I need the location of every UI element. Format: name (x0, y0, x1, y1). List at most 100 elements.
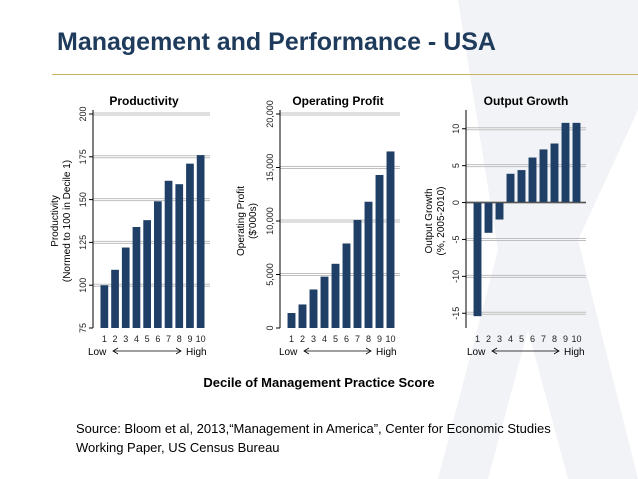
x-tick-label: 1 (289, 334, 294, 344)
x-tick-label: 5 (333, 334, 338, 344)
low-label: Low (279, 347, 298, 358)
arrow-left-icon (491, 347, 498, 355)
high-label: High (564, 347, 585, 358)
chart-productivity: Productivity 75 100 125 150 175 200 Productivit… (48, 88, 223, 360)
bar-decile-9 (561, 122, 570, 203)
bar-decile-6 (528, 157, 537, 203)
bar-decile-8 (364, 201, 373, 328)
y-tick-label: 20,000 (265, 100, 275, 128)
low-label: Low (467, 347, 486, 358)
x-tick-label: 4 (322, 334, 327, 344)
x-tick-label: 2 (300, 334, 305, 344)
x-tick-label: 7 (355, 334, 360, 344)
x-tick-label: 9 (187, 334, 192, 344)
bar-decile-10 (386, 151, 395, 328)
x-tick-label: 6 (344, 334, 349, 344)
bar-decile-4 (506, 173, 515, 203)
x-tick-label: 8 (366, 334, 371, 344)
y-tick-label: -15 (451, 307, 461, 320)
y-tick-label: 0 (265, 325, 275, 330)
y-axis-label: Output Growth (424, 188, 435, 253)
x-tick-label: 3 (123, 334, 128, 344)
bar-decile-5 (517, 170, 526, 203)
bar-decile-9 (375, 174, 384, 328)
arrow-left-icon (112, 347, 119, 355)
bar-decile-7 (539, 149, 548, 203)
y-tick-label: 10,000 (265, 207, 275, 235)
x-tick-label: 4 (134, 334, 139, 344)
y-tick-label: -5 (451, 235, 461, 243)
title-divider (52, 74, 638, 75)
y-tick-label: -10 (451, 270, 461, 283)
x-tick-label: 8 (552, 334, 557, 344)
y-tick-label: 150 (78, 192, 88, 207)
x-tick-label: 7 (541, 334, 546, 344)
x-tick-label: 8 (177, 334, 182, 344)
bar-decile-7 (353, 219, 362, 328)
chart-title: Productivity (109, 94, 179, 108)
y-tick-label: 10 (451, 124, 461, 134)
chart-title: Operating Profit (292, 94, 383, 108)
bar-decile-6 (342, 243, 351, 328)
chart-title: Output Growth (484, 94, 569, 108)
x-tick-label: 1 (102, 334, 107, 344)
y-axis-label: (%, 2005-2010) (436, 187, 447, 256)
y-tick-label: 100 (78, 278, 88, 293)
arrow-right-icon (553, 347, 560, 355)
x-tick-label: 6 (155, 334, 160, 344)
bar-decile-1 (287, 313, 296, 328)
background-watermark (438, 0, 638, 479)
bar-decile-3 (309, 289, 318, 328)
bar-decile-5 (143, 220, 152, 328)
bar-decile-4 (320, 276, 329, 328)
high-label: High (376, 347, 397, 358)
bar-decile-2 (484, 202, 493, 233)
x-tick-label: 7 (166, 334, 171, 344)
bar-decile-10 (572, 122, 581, 203)
y-tick-label: 5,000 (265, 263, 275, 286)
x-tick-label: 1 (475, 334, 480, 344)
bar-decile-5 (331, 263, 340, 328)
bar-decile-2 (111, 269, 119, 328)
bar-decile-7 (164, 180, 173, 328)
bar-decile-10 (196, 155, 205, 328)
y-axis-label: ($'000s) (248, 203, 259, 239)
x-tick-label: 10 (385, 334, 395, 344)
y-tick-label: 175 (78, 149, 88, 164)
y-axis-label: Productivity (50, 195, 61, 247)
x-tick-label: 3 (497, 334, 502, 344)
x-tick-label: 9 (377, 334, 382, 344)
x-tick-label: 3 (311, 334, 316, 344)
y-tick-label: 200 (78, 106, 88, 121)
low-label: Low (88, 347, 107, 358)
y-axis-label: (Normed to 100 in Decile 1) (62, 160, 73, 282)
bar-decile-3 (121, 247, 130, 328)
x-tick-label: 10 (196, 334, 206, 344)
high-label: High (186, 347, 207, 358)
x-tick-label: 6 (530, 334, 535, 344)
bar-decile-6 (153, 201, 162, 328)
x-tick-label: 2 (113, 334, 118, 344)
x-tick-label: 2 (486, 334, 491, 344)
bar-decile-4 (132, 226, 141, 328)
y-tick-label: 5 (451, 163, 461, 168)
y-axis-label: Operating Profit (236, 186, 247, 256)
bar-decile-8 (550, 143, 559, 203)
chart-output-growth: Output Growth -15 -10 -5 0 5 10 Output Growth (%… (420, 88, 600, 360)
x-tick-label: 5 (145, 334, 150, 344)
bar-decile-1 (473, 202, 482, 317)
x-axis-caption: Decile of Management Practice Score (203, 375, 435, 390)
x-tick-label: 9 (563, 334, 568, 344)
x-tick-label: 10 (571, 334, 581, 344)
bar-decile-3 (495, 202, 504, 220)
bar-decile-9 (186, 163, 194, 328)
x-tick-label: 5 (519, 334, 524, 344)
y-tick-label: 0 (451, 200, 461, 205)
chart-operating-profit: Operating Profit 0 5,000 10,000 15,000 20,000… (232, 88, 414, 360)
arrow-right-icon (175, 347, 182, 355)
y-tick-label: 125 (78, 235, 88, 250)
arrow-right-icon (365, 347, 372, 355)
arrow-left-icon (303, 347, 310, 355)
bar-decile-8 (175, 184, 184, 328)
